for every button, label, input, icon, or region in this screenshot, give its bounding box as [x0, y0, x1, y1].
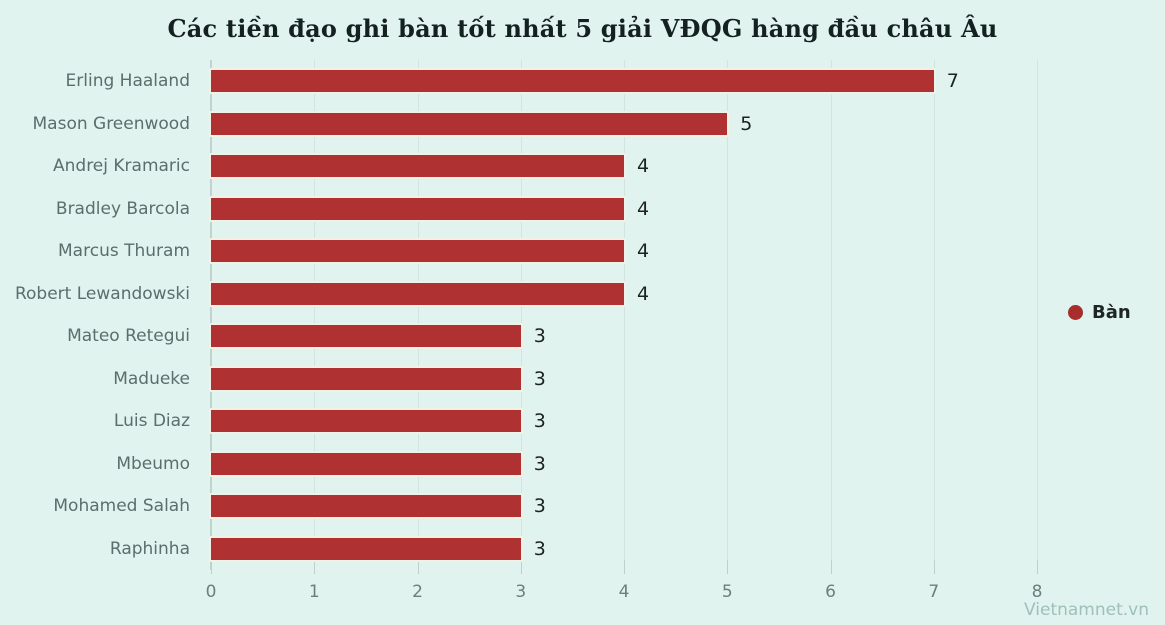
category-label: Andrej Kramaric — [53, 156, 190, 177]
category-label: Mason Greenwood — [32, 113, 191, 134]
legend-label: Bàn — [1092, 302, 1131, 323]
x-axis-label-5: 5 — [721, 582, 733, 602]
bar — [209, 153, 626, 180]
bar — [209, 280, 626, 307]
bar-value-label: 3 — [533, 537, 546, 560]
x-axis-label-1: 1 — [308, 582, 320, 602]
bar-row: Luis Diaz 3 — [114, 400, 1037, 443]
bar — [209, 238, 626, 265]
bar-row: Mbeumo 3 — [116, 443, 1037, 486]
category-label: Erling Haaland — [65, 71, 190, 92]
gridline-x-2 — [417, 60, 419, 570]
axis-tick-0 — [211, 560, 212, 574]
category-label: Mohamed Salah — [53, 496, 190, 517]
gridline-x-5 — [727, 60, 729, 570]
bar-value-label: 3 — [533, 325, 546, 348]
gridline-x-6 — [830, 60, 832, 570]
x-axis-label-3: 3 — [515, 582, 527, 602]
legend: Bàn — [1068, 302, 1131, 323]
bar — [209, 535, 523, 562]
bar — [209, 365, 523, 392]
bar-value-label: 4 — [637, 155, 650, 178]
bar — [209, 68, 936, 95]
bar-value-label: 4 — [637, 240, 650, 263]
bar-row: Bradley Barcola 4 — [56, 188, 1037, 231]
bar-row: Erling Haaland 7 — [66, 60, 1037, 103]
gridline-x-1 — [314, 60, 316, 570]
bar — [209, 195, 626, 222]
axis-tick-8 — [1037, 560, 1038, 574]
bar-value-label: 7 — [946, 70, 959, 93]
category-label: Luis Diaz — [113, 411, 190, 432]
category-label: Raphinha — [109, 538, 190, 559]
bar-value-label: 3 — [533, 410, 546, 433]
bar-row: Mohamed Salah 3 — [53, 485, 1037, 528]
axis-tick-3 — [520, 560, 522, 574]
bar-value-label: 3 — [533, 367, 546, 390]
bar — [209, 493, 523, 520]
bar — [208, 110, 730, 137]
axis-tick-1 — [314, 560, 316, 574]
gridline-x-7 — [933, 60, 935, 570]
x-axis-label-0: 0 — [205, 582, 217, 602]
bar — [209, 408, 523, 435]
bar — [209, 450, 523, 477]
gridline-x-0 — [210, 60, 212, 570]
chart-title: Các tiền đạo ghi bàn tốt nhất 5 giải VĐQ… — [167, 14, 998, 43]
gridline-x-8 — [1037, 60, 1038, 570]
axis-tick-4 — [624, 560, 625, 574]
x-axis-label-6: 6 — [825, 582, 836, 602]
axis-tick-6 — [830, 560, 832, 574]
bar-row: Mason Greenwood 5 — [33, 103, 1037, 146]
bar — [209, 323, 523, 350]
axis-tick-7 — [933, 560, 935, 574]
axis-tick-2 — [417, 560, 419, 574]
bar-value-label: 3 — [533, 452, 546, 475]
bar-value-label: 4 — [637, 282, 650, 305]
x-axis-label-8: 8 — [1031, 582, 1043, 602]
category-label: Robert Lewandowski — [14, 283, 190, 304]
bar-value-label: 5 — [740, 112, 753, 135]
bar-row: Raphinha 3 — [110, 528, 1037, 571]
category-label: Mateo Retegui — [67, 326, 190, 347]
gridline-x-3 — [520, 60, 522, 570]
legend-marker-icon — [1068, 305, 1083, 320]
bar-row: Robert Lewandowski 4 — [15, 273, 1037, 316]
category-label: Bradley Barcola — [55, 198, 190, 219]
category-label: Marcus Thuram — [58, 241, 190, 262]
bar-row: Andrej Kramaric 4 — [53, 145, 1037, 188]
bar-value-label: 3 — [533, 495, 546, 518]
bar-row: Madueke 3 — [113, 358, 1037, 401]
plot-area: 0 1 2 3 4 5 6 7 8 Erling Haaland 7 Mason Greenwood 5… — [15, 60, 1042, 602]
axis-tick-5 — [727, 560, 729, 574]
x-axis-label-7: 7 — [928, 582, 940, 602]
bar-value-label: 4 — [637, 197, 650, 220]
x-axis-label-4: 4 — [618, 582, 630, 602]
watermark: Vietnamnet.vn — [1024, 600, 1149, 620]
x-axis-label-2: 2 — [412, 582, 423, 602]
gridline-x-4 — [624, 60, 625, 570]
category-label: Madueke — [113, 368, 190, 389]
bar-row: Mateo Retegui 3 — [67, 315, 1037, 358]
category-label: Mbeumo — [116, 453, 190, 474]
bar-row: Marcus Thuram 4 — [58, 230, 1037, 273]
